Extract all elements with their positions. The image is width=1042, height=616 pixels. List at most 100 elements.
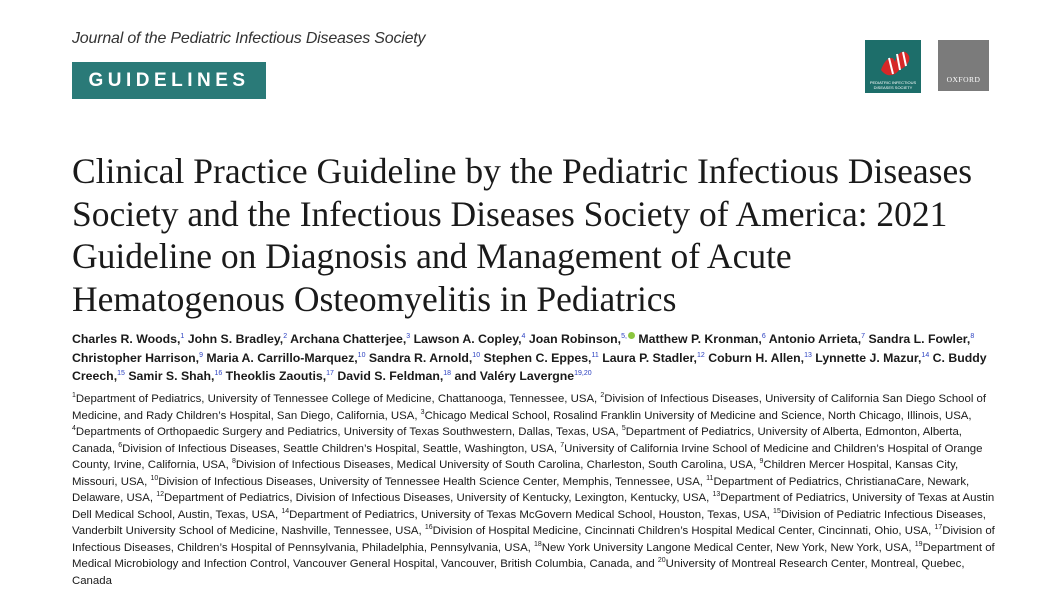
pids-logo: PEDIATRIC INFECTIOUS DISEASES SOCIETY xyxy=(865,40,921,93)
affiliation: 7University of California Irvine School … xyxy=(72,442,982,472)
affiliation: 12Department of Pediatrics, Division of … xyxy=(156,491,713,504)
author-name: Stephen C. Eppes, xyxy=(483,350,592,365)
affiliation-text: Department of Pediatrics, University of … xyxy=(72,492,995,521)
author-affiliation-sup[interactable]: 16 xyxy=(214,370,223,377)
affiliation-text: New York University Langone Medical Cent… xyxy=(541,541,915,554)
author-affiliation-sup[interactable]: 8 xyxy=(970,333,975,340)
author-affiliation-sup[interactable]: 6 xyxy=(761,333,766,340)
affiliation-text: Chicago Medical School, Rosalind Frankli… xyxy=(424,409,972,422)
author: Laura P. Stadler,12 xyxy=(602,351,705,365)
affiliation: 2Division of Infectious Diseases, Univer… xyxy=(72,392,986,422)
author-affiliation-sup[interactable]: 11 xyxy=(591,351,599,359)
author-affiliation-sup[interactable]: 4 xyxy=(521,333,526,340)
author: Maria A. Carrillo-Marquez,10 xyxy=(206,351,365,365)
affiliation-text: Division of Hospital Medicine, Cincinnat… xyxy=(432,525,935,537)
affiliation-sup: 13 xyxy=(712,491,721,498)
author-affiliation-sup[interactable]: 13 xyxy=(804,351,812,359)
author-affiliation-sup[interactable]: 10 xyxy=(357,351,366,359)
author: Matthew P. Kronman,6 xyxy=(638,332,765,346)
author-affiliation-sup[interactable]: 18 xyxy=(443,370,452,377)
author-name: Archana Chatterjee, xyxy=(290,332,407,346)
author-affiliation-sup[interactable]: 14 xyxy=(921,351,930,359)
affiliation-text: Department of Pediatrics, University of … xyxy=(72,426,962,455)
affiliation-text: Department of Medical Microbiology and I… xyxy=(72,541,995,571)
author-name: Charles R. Woods, xyxy=(72,332,181,346)
journal-name: Journal of the Pediatric Infectious Dise… xyxy=(72,30,426,47)
orcid-icon[interactable] xyxy=(627,332,635,339)
affiliation-sup: 19 xyxy=(914,540,923,548)
author: Stephen C. Eppes,11 xyxy=(484,351,599,365)
author: Archana Chatterjee,3 xyxy=(290,332,410,346)
author-affiliation-sup[interactable]: 1 xyxy=(180,333,185,340)
author: Antonio Arrieta,7 xyxy=(769,332,865,346)
affiliation: 10Division of Infectious Diseases, Unive… xyxy=(150,474,707,488)
author-affiliation-sup[interactable]: 2 xyxy=(283,333,288,340)
affiliation: 17Division of Infectious Diseases, Child… xyxy=(72,524,995,554)
author-name: Christopher Harrison, xyxy=(72,350,200,365)
author-name: John S. Bradley, xyxy=(187,332,284,346)
pids-logo-line1: PEDIATRIC INFECTIOUS xyxy=(870,80,917,85)
affiliation: 15Division of Pediatric Infectious Disea… xyxy=(72,508,986,538)
affiliation-text: Division of Infectious Diseases, Univers… xyxy=(158,475,707,488)
affiliation: 20University of Montreal Research Center… xyxy=(72,557,965,587)
author-affiliation-sup[interactable]: 12 xyxy=(696,351,705,359)
author-affiliation-sup[interactable]: 15 xyxy=(117,370,125,377)
affiliation-sup: 17 xyxy=(934,524,943,531)
author-affiliation-sup[interactable]: 9 xyxy=(199,351,203,359)
affiliation: 3Chicago Medical School, Rosalind Frankl… xyxy=(420,408,972,422)
affiliation-sup: 10 xyxy=(150,474,159,482)
author-name: Antonio Arrieta, xyxy=(768,332,862,346)
affiliation-text: Children Mercer Hospital, Kansas City, M… xyxy=(72,459,959,488)
author: Sandra L. Fowler,8 xyxy=(869,332,975,346)
affiliation: 9Children Mercer Hospital, Kansas City, … xyxy=(72,458,959,488)
affiliation-text: Department of Pediatrics, University of … xyxy=(75,393,601,405)
affiliation-text: Department of Pediatrics, ChristianaCare… xyxy=(72,475,970,505)
affiliation-sup: 12 xyxy=(156,491,164,498)
author-affiliation-sup[interactable]: 17 xyxy=(326,370,334,377)
author-affiliation-sup[interactable]: 7 xyxy=(861,333,866,340)
author-name: Sandra L. Fowler, xyxy=(868,332,971,346)
author-name: Maria A. Carrillo-Marquez, xyxy=(206,350,358,365)
author-name: Theoklis Zaoutis, xyxy=(225,369,327,383)
affiliation-text: Department of Pediatrics, University of … xyxy=(289,508,774,521)
affiliation: 14Department of Pediatrics, University o… xyxy=(281,507,774,521)
author-name: Samir S. Shah, xyxy=(128,369,215,383)
affiliation-text: Division of Infectious Diseases, Seattle… xyxy=(122,442,561,455)
affiliation-sup: 3 xyxy=(420,408,425,416)
affiliation: 11Department of Pediatrics, ChristianaCa… xyxy=(72,474,970,505)
author: Charles R. Woods,1 xyxy=(72,332,184,346)
author-affiliation-sup[interactable]: 5, xyxy=(621,333,627,340)
author: David S. Feldman,18 xyxy=(337,369,451,383)
oxford-logo-text: OXFORD xyxy=(946,75,981,84)
affiliation-text: Department of Pediatrics, Division of In… xyxy=(164,492,713,504)
affiliation: 4Departments of Orthopaedic Surgery and … xyxy=(72,425,622,438)
author-name: Joan Robinson, xyxy=(528,332,622,346)
author-name: C. Buddy Creech, xyxy=(72,350,987,384)
pids-logo-mark: PEDIATRIC INFECTIOUS DISEASES SOCIETY xyxy=(870,51,917,90)
affiliation-sup: 16 xyxy=(424,524,433,531)
author-name: Matthew P. Kronman, xyxy=(638,332,762,346)
author-name: David S. Feldman, xyxy=(337,369,444,383)
affiliation-sup: 8 xyxy=(231,458,236,465)
author-affiliation-sup[interactable]: 19,20 xyxy=(574,370,592,377)
section-banner: GUIDELINES xyxy=(72,62,266,99)
author: Lynnette J. Mazur,14 xyxy=(815,351,929,365)
affiliation-sup: 18 xyxy=(534,540,542,548)
author-affiliation-sup[interactable]: 3 xyxy=(406,333,411,340)
affiliation-text: Division of Infectious Diseases, Childre… xyxy=(72,525,995,554)
affiliation-sup: 11 xyxy=(706,474,714,482)
author-affiliation-sup[interactable]: 10 xyxy=(472,351,481,359)
author: Joan Robinson,5, xyxy=(529,332,635,346)
affiliation-sup: 14 xyxy=(281,507,290,515)
affiliation: 18New York University Langone Medical Ce… xyxy=(534,540,915,554)
author-name: Laura P. Stadler, xyxy=(602,350,697,365)
affiliation-sup: 2 xyxy=(600,392,605,399)
author: Theoklis Zaoutis,17 xyxy=(226,369,334,383)
oxford-logo: OXFORD xyxy=(938,40,989,91)
affiliation-text: Division of Infectious Diseases, Medical… xyxy=(235,459,760,471)
affiliation-list: 1Department of Pediatrics, University of… xyxy=(72,391,1002,589)
author-name: and Valéry Lavergne xyxy=(454,369,575,383)
affiliation: 5Department of Pediatrics, University of… xyxy=(72,425,962,455)
affiliation-sup: 5 xyxy=(621,425,626,432)
author: Samir S. Shah,16 xyxy=(128,369,222,383)
